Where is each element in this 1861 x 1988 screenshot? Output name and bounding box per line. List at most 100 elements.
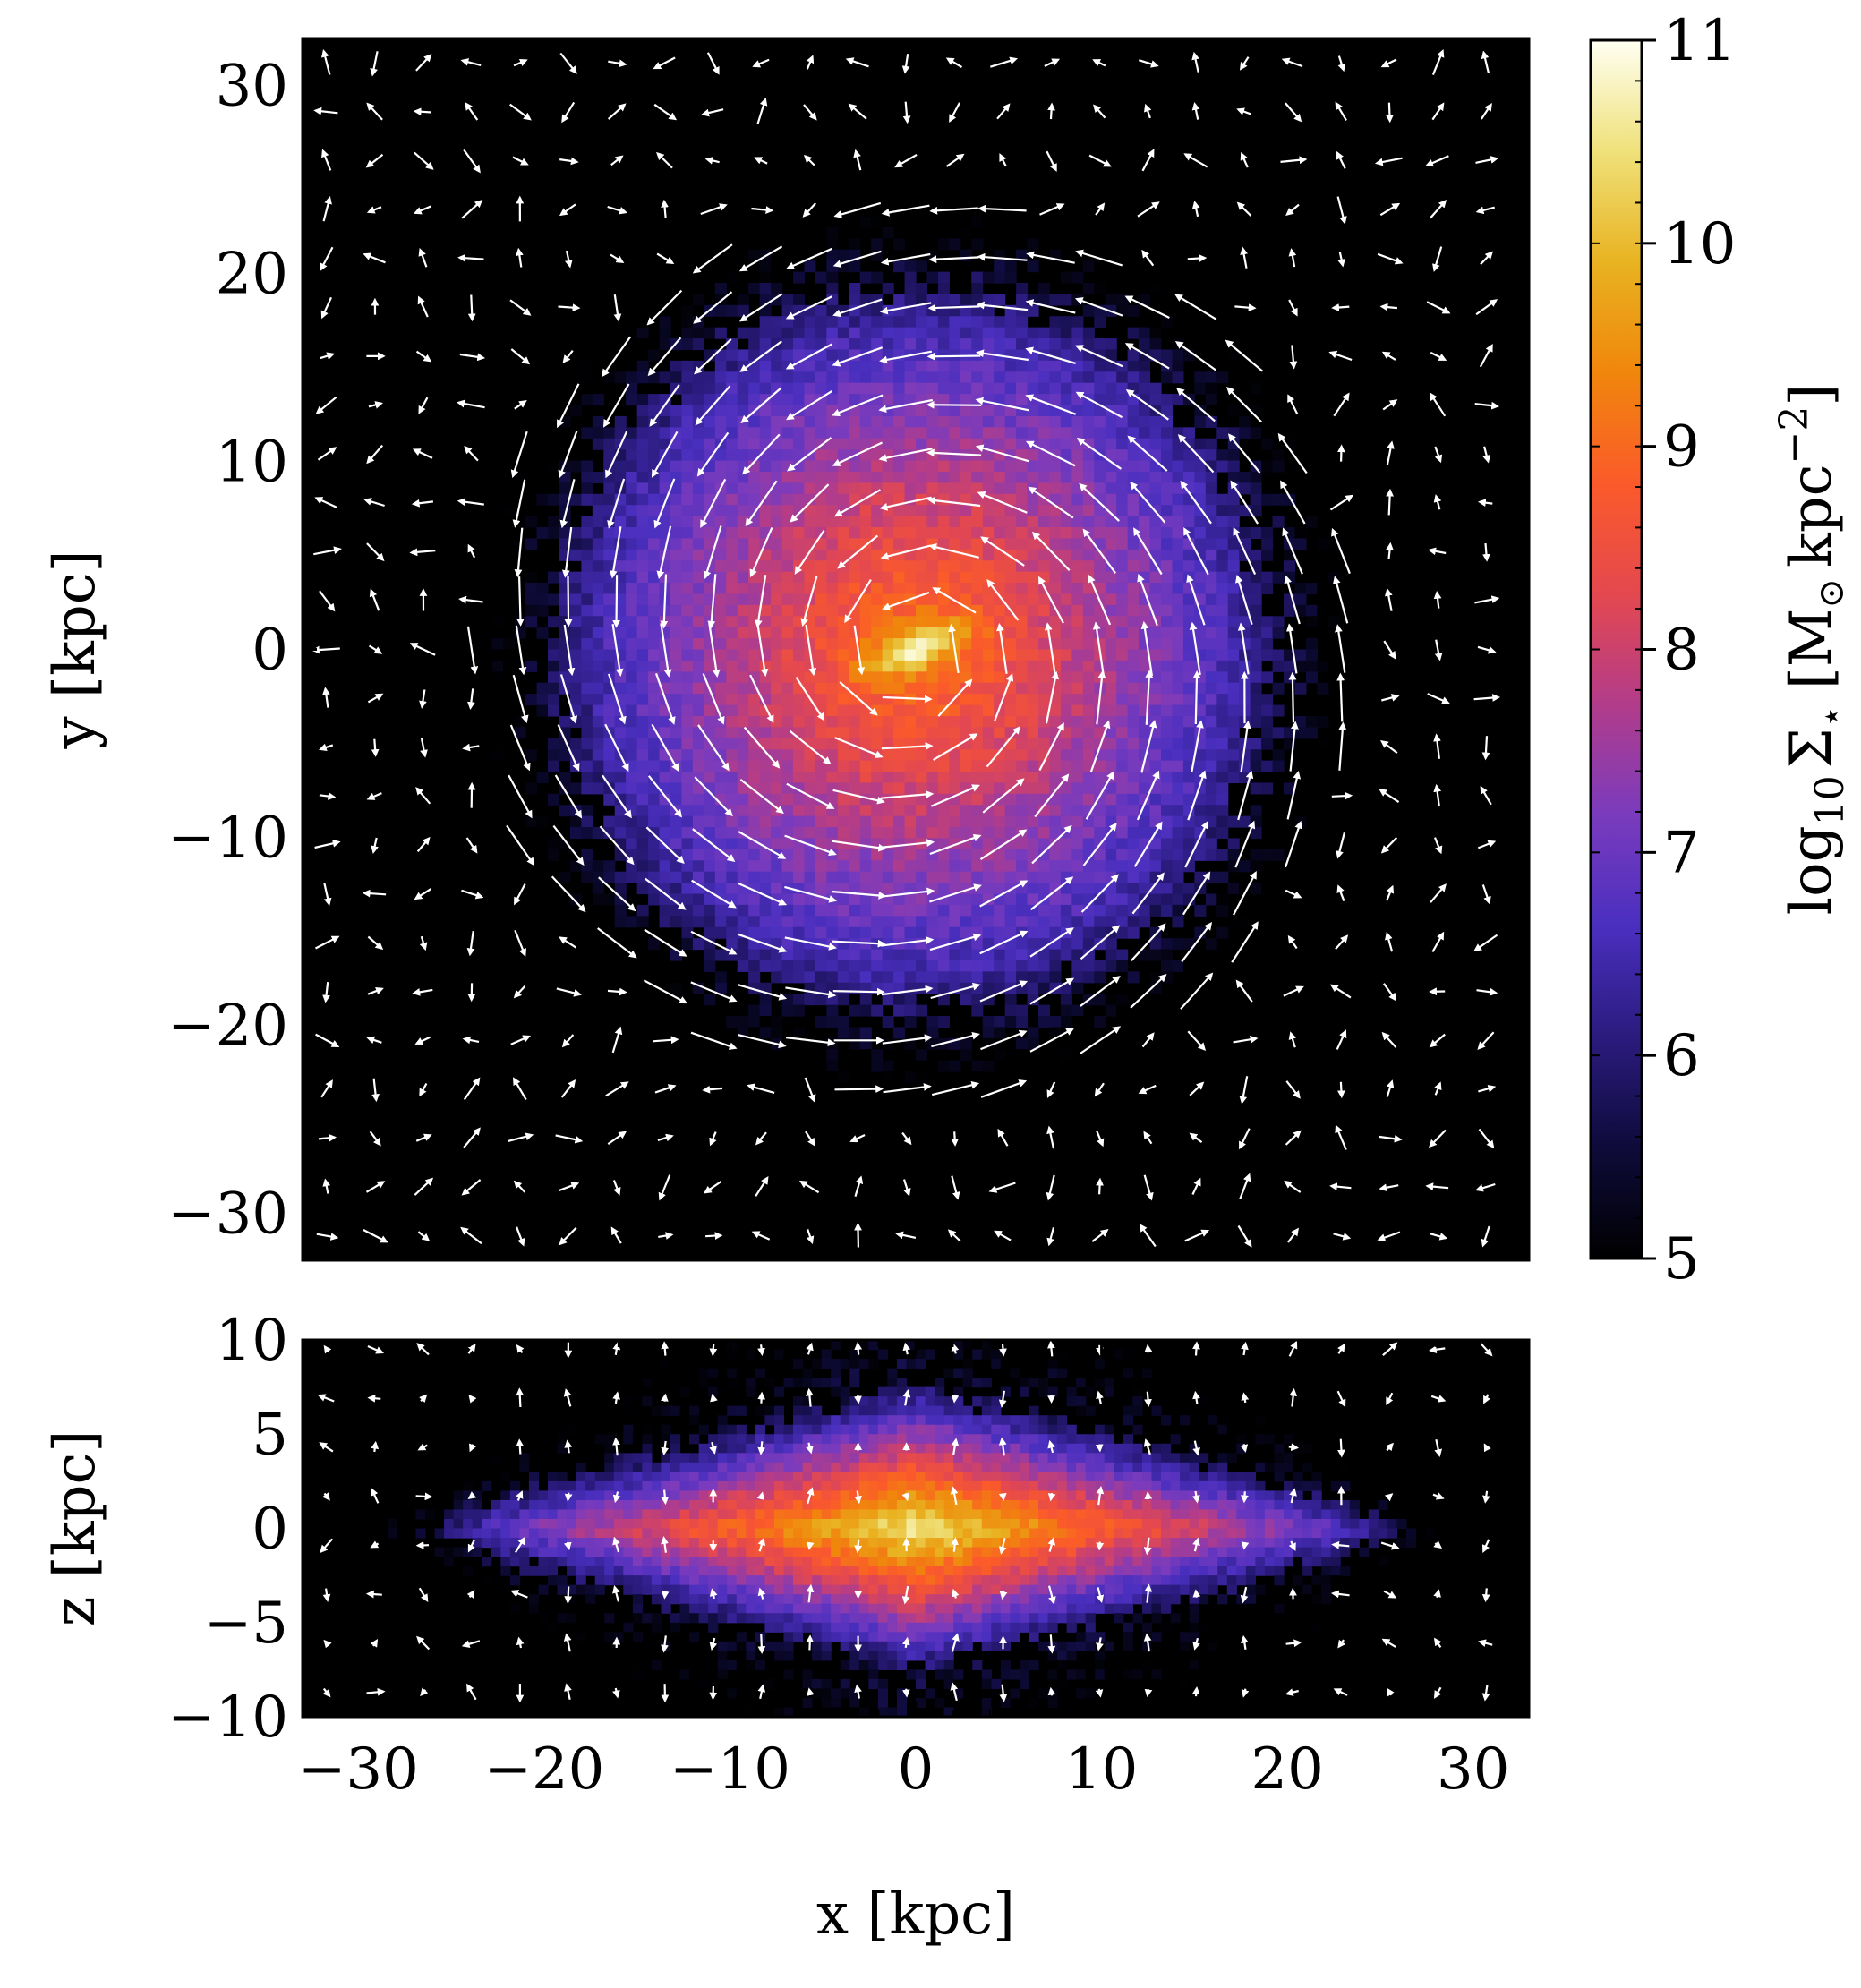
density-cell (1139, 460, 1151, 473)
density-cell (882, 171, 894, 183)
density-cell (893, 138, 906, 150)
density-cell (469, 738, 482, 750)
density-cell (1239, 482, 1251, 495)
density-cell (882, 216, 894, 228)
density-cell (893, 82, 906, 95)
density-cell (559, 216, 571, 228)
density-cell (1060, 660, 1072, 672)
density-cell (1439, 782, 1452, 795)
density-cell (681, 260, 694, 273)
density-cell (1071, 238, 1084, 251)
density-cell (525, 694, 538, 706)
density-cell (893, 538, 906, 550)
density-cell (893, 304, 906, 317)
density-cell (592, 371, 604, 384)
density-cell (548, 460, 560, 473)
density-cell (670, 660, 683, 672)
density-cell (1495, 127, 1507, 140)
density-cell (737, 805, 749, 817)
density-cell (681, 604, 694, 617)
density-cell (859, 471, 872, 483)
density-cell (1116, 438, 1129, 450)
density-cell (548, 749, 560, 762)
density-cell (336, 316, 348, 328)
density-cell (692, 127, 704, 140)
density-cell (994, 760, 1006, 772)
density-cell (1139, 516, 1151, 528)
density-cell (748, 449, 761, 462)
density-cell (1116, 193, 1129, 206)
density-cell (726, 616, 738, 628)
density-cell (904, 371, 917, 384)
density-cell (1139, 115, 1151, 128)
density-cell (882, 805, 894, 817)
density-cell (1194, 271, 1207, 284)
density-cell (781, 183, 794, 195)
density-cell (1406, 772, 1419, 784)
density-cell (514, 327, 526, 339)
density-cell (313, 338, 326, 351)
density-cell (759, 549, 772, 561)
density-cell (893, 727, 906, 739)
density-cell (893, 482, 906, 495)
density-cell (581, 427, 593, 439)
density-cell (1317, 193, 1329, 206)
density-cell (704, 815, 716, 828)
density-cell (804, 760, 816, 772)
density-cell (1227, 772, 1240, 784)
density-cell (726, 538, 738, 550)
density-cell (1450, 649, 1463, 661)
density-cell (1004, 138, 1017, 150)
density-cell (815, 682, 827, 695)
density-cell (670, 105, 683, 117)
density-cell (1450, 604, 1463, 617)
density-cell (882, 82, 894, 95)
density-cell (1317, 805, 1329, 817)
density-cell (1127, 72, 1140, 84)
density-cell (436, 493, 448, 506)
density-cell (815, 427, 827, 439)
density-cell (1071, 216, 1084, 228)
density-cell (849, 571, 861, 584)
density-cell (1060, 782, 1072, 795)
density-cell (1462, 316, 1474, 328)
density-cell (994, 316, 1006, 328)
density-cell (904, 671, 917, 684)
density-cell (1004, 216, 1017, 228)
density-cell (837, 60, 849, 73)
density-cell (926, 382, 939, 395)
density-cell (447, 782, 459, 795)
density-cell (525, 449, 538, 462)
density-cell (849, 538, 861, 550)
density-cell (1261, 249, 1274, 261)
density-cell (1284, 671, 1296, 684)
density-cell (1317, 226, 1329, 239)
density-cell (849, 560, 861, 573)
density-cell (659, 482, 671, 495)
density-cell (536, 405, 549, 417)
density-cell (982, 115, 995, 128)
density-cell (369, 505, 381, 517)
density-cell (1227, 649, 1240, 661)
density-cell (636, 127, 649, 140)
density-cell (1272, 760, 1285, 772)
density-cell (447, 193, 459, 206)
density-cell (926, 438, 939, 450)
density-cell (916, 583, 928, 595)
density-cell (1250, 316, 1262, 328)
density-cell (1027, 560, 1039, 573)
density-cell (1227, 493, 1240, 506)
density-cell (994, 294, 1006, 306)
density-cell (960, 793, 972, 806)
density-cell (1127, 304, 1140, 317)
density-cell (1161, 304, 1174, 317)
density-cell (670, 249, 683, 261)
density-cell (982, 549, 995, 561)
density-cell (346, 527, 359, 540)
density-cell (1094, 772, 1106, 784)
density-cell (982, 627, 995, 639)
density-cell (1105, 427, 1117, 439)
density-cell (937, 449, 950, 462)
density-cell (1060, 694, 1072, 706)
density-cell (380, 249, 393, 261)
